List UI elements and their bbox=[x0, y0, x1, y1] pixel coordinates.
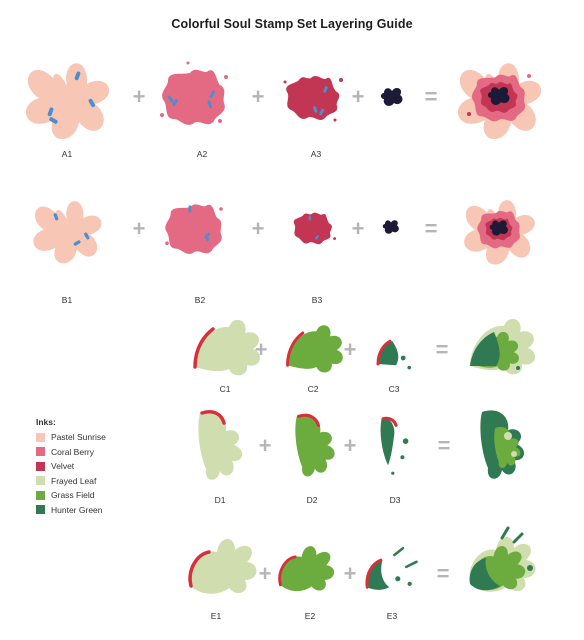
swatch-icon bbox=[36, 461, 45, 471]
legend-label: Frayed Leaf bbox=[51, 475, 97, 486]
result-e bbox=[469, 526, 536, 592]
legend-item: Frayed Leaf bbox=[36, 474, 106, 489]
plus-sign: + bbox=[351, 216, 365, 241]
result-d bbox=[480, 410, 525, 479]
equals-sign: = bbox=[424, 84, 438, 109]
plus-sign: + bbox=[251, 216, 265, 241]
label-e1: E1 bbox=[210, 611, 222, 621]
swatch-icon bbox=[36, 505, 45, 515]
legend-item: Velvet bbox=[36, 459, 106, 474]
stamp-a1 bbox=[26, 63, 110, 140]
label-e2: E2 bbox=[304, 611, 316, 621]
stamp-e3 bbox=[365, 546, 418, 590]
stamp-c3 bbox=[376, 339, 411, 370]
swatch-icon bbox=[36, 432, 45, 442]
label-a1: A1 bbox=[61, 149, 73, 159]
legend-item: Pastel Sunrise bbox=[36, 430, 106, 445]
plus-sign: + bbox=[258, 433, 272, 458]
plus-sign: + bbox=[254, 337, 268, 362]
plus-sign: + bbox=[258, 561, 272, 586]
legend-label: Pastel Sunrise bbox=[51, 432, 106, 443]
stamp-e2 bbox=[278, 546, 335, 592]
stamp-c1 bbox=[193, 319, 261, 376]
label-c1: C1 bbox=[219, 384, 231, 394]
stamp-b3 bbox=[293, 212, 337, 245]
label-c3: C3 bbox=[388, 384, 400, 394]
stamp-d3 bbox=[380, 416, 409, 475]
label-d2: D2 bbox=[306, 495, 318, 505]
swatch-icon bbox=[36, 447, 45, 457]
plus-sign: + bbox=[343, 561, 357, 586]
swatch-icon bbox=[36, 490, 45, 500]
legend-label: Hunter Green bbox=[51, 504, 103, 515]
ink-legend: Inks: Pastel Sunrise Coral Berry Velvet … bbox=[36, 417, 106, 517]
legend-item: Hunter Green bbox=[36, 503, 106, 518]
plus-sign: + bbox=[132, 84, 146, 109]
plus-sign: + bbox=[343, 337, 357, 362]
plus-sign: + bbox=[343, 433, 357, 458]
stamp-a4 bbox=[381, 88, 403, 106]
label-a3: A3 bbox=[310, 149, 322, 159]
label-a2: A2 bbox=[196, 149, 208, 159]
label-d1: D1 bbox=[214, 495, 226, 505]
stamp-d1 bbox=[198, 410, 243, 480]
equals-sign: = bbox=[436, 561, 450, 586]
label-c2: C2 bbox=[307, 384, 319, 394]
page-title: Colorful Soul Stamp Set Layering Guide bbox=[171, 17, 413, 31]
label-d3: D3 bbox=[389, 495, 401, 505]
legend-label: Coral Berry bbox=[51, 446, 94, 457]
stamp-a3 bbox=[283, 76, 343, 122]
legend-label: Velvet bbox=[51, 461, 75, 472]
label-b2: B2 bbox=[194, 295, 206, 305]
result-a bbox=[458, 63, 542, 140]
stamp-d2 bbox=[295, 413, 335, 477]
equals-sign: = bbox=[435, 337, 449, 362]
legend-item: Coral Berry bbox=[36, 445, 106, 460]
plus-sign: + bbox=[351, 84, 365, 109]
swatch-icon bbox=[36, 476, 45, 486]
stamp-e1 bbox=[188, 538, 257, 594]
equals-sign: = bbox=[424, 216, 438, 241]
result-c bbox=[470, 318, 536, 375]
stamp-b2 bbox=[165, 204, 223, 254]
legend-label: Grass Field bbox=[51, 490, 95, 501]
label-b1: B1 bbox=[61, 295, 73, 305]
legend-item: Grass Field bbox=[36, 488, 106, 503]
label-b3: B3 bbox=[311, 295, 323, 305]
stamp-c2 bbox=[286, 325, 343, 373]
stamp-b4 bbox=[382, 220, 399, 234]
legend-heading: Inks: bbox=[36, 417, 56, 427]
result-b bbox=[464, 200, 535, 265]
equals-sign: = bbox=[437, 433, 451, 458]
stamp-b1 bbox=[33, 201, 102, 264]
plus-sign: + bbox=[132, 216, 146, 241]
stamp-a2 bbox=[160, 61, 228, 125]
plus-sign: + bbox=[251, 84, 265, 109]
label-e3: E3 bbox=[386, 611, 398, 621]
